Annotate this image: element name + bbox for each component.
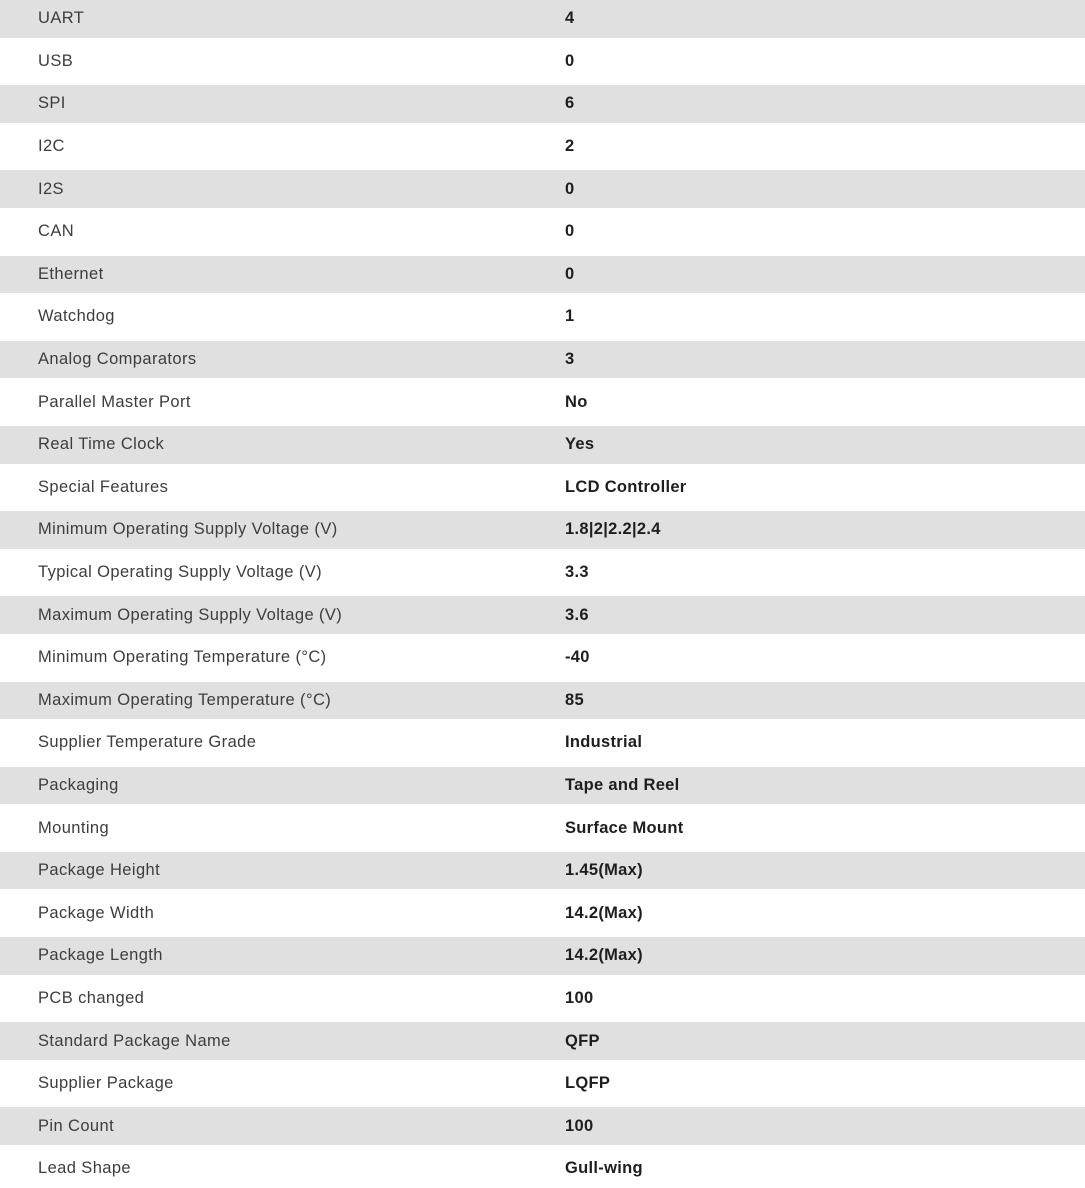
spec-row: Typical Operating Supply Voltage (V) 3.3	[0, 553, 1085, 592]
spec-attribute-value: 3	[565, 350, 575, 369]
spec-attribute-label: Pin Count	[38, 1116, 115, 1135]
spec-attribute-label: Ethernet	[38, 264, 104, 283]
spec-attribute-value: 14.2(Max)	[565, 903, 643, 922]
spec-attribute-label: Parallel Master Port	[38, 392, 191, 411]
spec-row: I2C 2	[0, 127, 1085, 166]
spec-attribute-value: Gull-wing	[565, 1159, 643, 1178]
spec-attribute-label: Supplier Package	[38, 1074, 174, 1093]
spec-attribute-value: -40	[565, 648, 590, 667]
spec-attribute-label: Analog Comparators	[38, 350, 197, 369]
spec-attribute-value: Tape and Reel	[565, 775, 680, 794]
spec-row: Special Features LCD Controller	[0, 468, 1085, 507]
spec-attribute-value: 1	[565, 307, 575, 326]
spec-attribute-label: Watchdog	[38, 307, 115, 326]
spec-row: Packaging Tape and Reel	[0, 766, 1085, 805]
spec-attribute-label: Package Length	[38, 946, 163, 965]
spec-attribute-value: 85	[565, 690, 584, 709]
spec-attribute-value: Industrial	[565, 733, 643, 752]
spec-attribute-value: 4	[565, 9, 575, 28]
spec-row: Standard Package Name QFP	[0, 1022, 1085, 1060]
spec-attribute-label: Package Height	[38, 861, 161, 880]
spec-attribute-label: Packaging	[38, 775, 119, 794]
spec-attribute-value: 14.2(Max)	[565, 946, 643, 965]
spec-attribute-label: Lead Shape	[38, 1159, 132, 1178]
spec-attribute-value: Yes	[565, 435, 595, 454]
spec-attribute-value: 1.8|2|2.2|2.4	[565, 520, 661, 539]
spec-row: Watchdog 1	[0, 298, 1085, 336]
spec-attribute-label: UART	[38, 9, 85, 28]
spec-row: Minimum Operating Temperature (°C) -40	[0, 638, 1085, 677]
spec-attribute-value: 2	[565, 137, 575, 156]
spec-row: USB 0	[0, 42, 1085, 81]
spec-row: Parallel Master Port No	[0, 383, 1085, 421]
spec-attribute-label: Maximum Operating Temperature (°C)	[38, 690, 332, 709]
spec-row: I2S 0	[0, 170, 1085, 208]
spec-attribute-value: LQFP	[565, 1074, 611, 1093]
spec-row: SPI 6	[0, 85, 1085, 123]
spec-row: CAN 0	[0, 212, 1085, 251]
spec-row: Real Time Clock Yes	[0, 425, 1085, 464]
spec-attribute-label: Supplier Temperature Grade	[38, 733, 257, 752]
spec-row: UART 4	[0, 0, 1085, 38]
spec-attribute-value: LCD Controller	[565, 477, 687, 496]
spec-attribute-label: CAN	[38, 222, 75, 241]
spec-row: Minimum Operating Supply Voltage (V) 1.8…	[0, 511, 1085, 549]
spec-attribute-value: 6	[565, 94, 575, 113]
spec-attribute-label: Minimum Operating Temperature (°C)	[38, 648, 327, 667]
spec-attribute-value: 100	[565, 1116, 594, 1135]
spec-row: Mounting Surface Mount	[0, 809, 1085, 847]
spec-row: Maximum Operating Supply Voltage (V) 3.6	[0, 596, 1085, 634]
spec-row: Package Length 14.2(Max)	[0, 937, 1085, 975]
spec-attribute-value: 100	[565, 988, 594, 1007]
spec-attribute-label: PCB changed	[38, 988, 145, 1007]
spec-row: Package Width 14.2(Max)	[0, 894, 1085, 933]
spec-attribute-label: Package Width	[38, 903, 155, 922]
spec-attribute-value: 0	[565, 264, 575, 283]
spec-attribute-value: No	[565, 392, 588, 411]
spec-attribute-label: Mounting	[38, 818, 110, 837]
spec-attribute-label: USB	[38, 51, 74, 70]
spec-attribute-value: 3.3	[565, 563, 589, 582]
spec-row: Pin Count 100	[0, 1107, 1085, 1146]
spec-attribute-value: QFP	[565, 1031, 600, 1050]
spec-attribute-value: 0	[565, 179, 575, 198]
spec-row: Analog Comparators 3	[0, 340, 1085, 379]
spec-attribute-value: 0	[565, 222, 575, 241]
spec-row: Maximum Operating Temperature (°C) 85	[0, 681, 1085, 720]
spec-attribute-label: Real Time Clock	[38, 435, 165, 454]
spec-row: Ethernet 0	[0, 255, 1085, 294]
spec-attribute-label: Maximum Operating Supply Voltage (V)	[38, 605, 343, 624]
spec-row: Supplier Temperature Grade Industrial	[0, 724, 1085, 762]
spec-attribute-label: Typical Operating Supply Voltage (V)	[38, 563, 323, 582]
spec-row: PCB changed 100	[0, 979, 1085, 1018]
spec-attribute-label: Special Features	[38, 477, 169, 496]
spec-attribute-value: 0	[565, 51, 575, 70]
spec-attribute-label: I2C	[38, 137, 65, 156]
spec-attribute-label: SPI	[38, 94, 66, 113]
spec-attribute-value: 3.6	[565, 605, 589, 624]
spec-attribute-value: Surface Mount	[565, 818, 684, 837]
spec-row: Lead Shape Gull-wing	[0, 1150, 1085, 1188]
spec-row: Supplier Package LQFP	[0, 1064, 1085, 1103]
spec-attribute-label: I2S	[38, 179, 64, 198]
spec-attribute-value: 1.45(Max)	[565, 861, 643, 880]
spec-row: Package Height 1.45(Max)	[0, 851, 1085, 890]
spec-attribute-label: Minimum Operating Supply Voltage (V)	[38, 520, 338, 539]
spec-attribute-label: Standard Package Name	[38, 1031, 231, 1050]
